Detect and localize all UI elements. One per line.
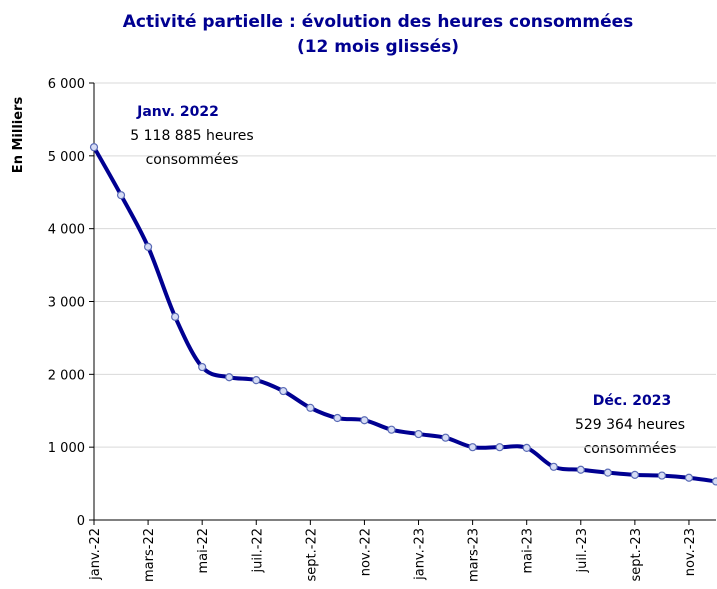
x-tick-label: mai-23 (521, 528, 536, 573)
x-tick-label: nov.-22 (358, 528, 373, 576)
x-tick-label: janv.-23 (413, 528, 428, 581)
point (684, 473, 694, 482)
y-tick-label: 4 000 (48, 223, 85, 238)
point (116, 191, 126, 200)
point (576, 465, 585, 474)
x-tick-label: sept.-22 (304, 528, 319, 582)
y-tick-label: 5 000 (48, 150, 85, 165)
point (603, 468, 612, 477)
x-tick-label: sept.-23 (629, 528, 644, 582)
x-tick-label: juil.-23 (575, 528, 590, 573)
point (306, 403, 315, 412)
annotation-text: consommées (584, 441, 677, 457)
point (252, 376, 261, 385)
point (279, 386, 288, 396)
y-axis-label: En Milliers (11, 97, 26, 174)
point (441, 433, 450, 442)
x-tick-label: nov.-23 (683, 528, 698, 576)
y-tick-label: 3 000 (48, 296, 85, 311)
y-tick-label: 0 (77, 514, 85, 529)
chart-title: (12 mois glissés) (297, 37, 459, 57)
point (630, 470, 639, 479)
point (522, 443, 531, 452)
x-tick-label: mars-22 (142, 528, 157, 582)
x-tick-label: juil.-22 (250, 528, 265, 573)
x-tick-label: mars-23 (467, 528, 482, 582)
point (468, 443, 477, 452)
y-tick-label: 1 000 (48, 441, 85, 456)
annotation-title: Janv. 2022 (136, 104, 219, 120)
x-tick-label: mai-22 (196, 528, 211, 573)
x-tick-label: janv.-22 (88, 528, 103, 581)
point (657, 471, 667, 480)
chart-title: Activité partielle : évolution des heure… (123, 12, 634, 32)
point (89, 143, 99, 152)
point (198, 362, 207, 372)
point (143, 242, 153, 251)
annotation-text: 529 364 heures (575, 417, 685, 433)
annotation-title: Déc. 2023 (593, 393, 672, 409)
point (225, 373, 234, 382)
point (333, 413, 342, 423)
y-tick-label: 2 000 (48, 368, 85, 383)
point (387, 425, 396, 434)
point (414, 429, 423, 439)
point (171, 312, 180, 321)
point (549, 462, 558, 471)
point (711, 477, 717, 486)
point (495, 443, 504, 452)
point (360, 416, 369, 425)
annotation-text: 5 118 885 heures (130, 128, 253, 144)
y-tick-label: 6 000 (48, 77, 85, 92)
annotation-text: consommées (146, 152, 239, 168)
